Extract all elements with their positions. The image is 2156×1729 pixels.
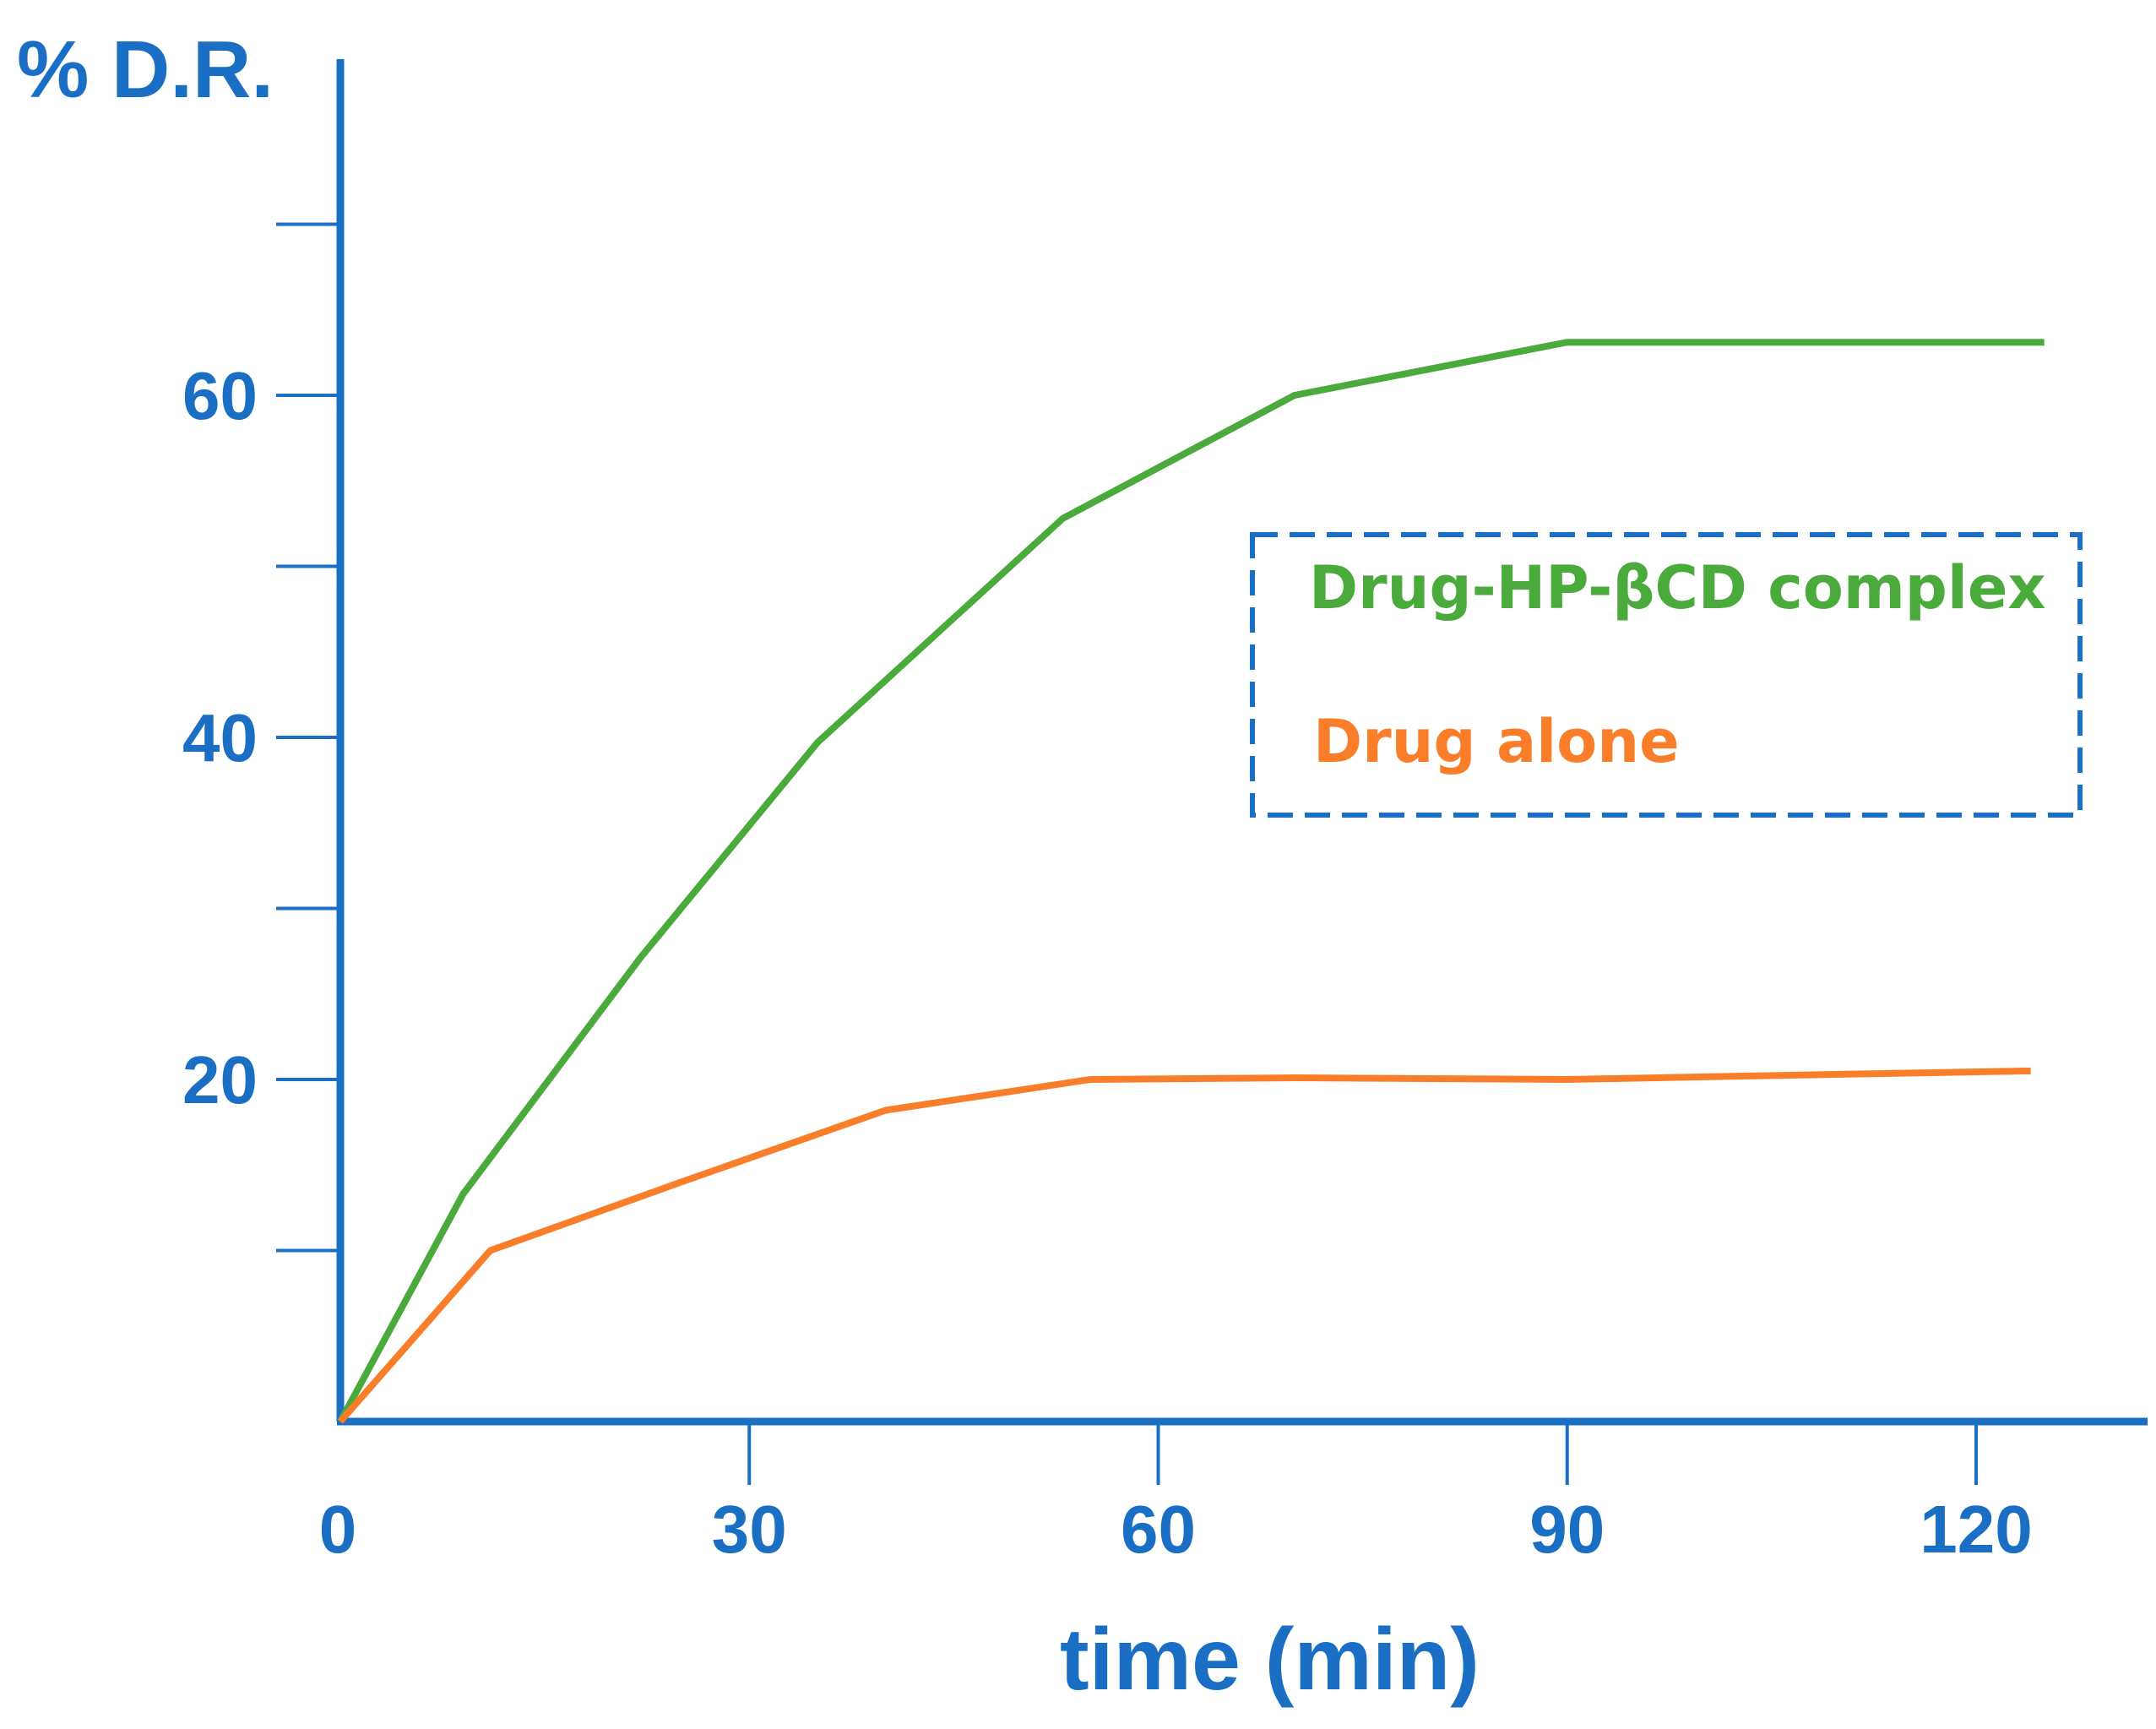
series-lines bbox=[337, 339, 2045, 1424]
y-tick-label: 20 bbox=[182, 1042, 258, 1117]
legend-entry-drug-alone: Drug alone bbox=[1313, 707, 1680, 776]
x-tick-label: 60 bbox=[1121, 1492, 1196, 1567]
x-tick-label: 90 bbox=[1529, 1492, 1605, 1567]
x-tick-label: 30 bbox=[712, 1492, 787, 1567]
x-axis-label: time (min) bbox=[1060, 1611, 1480, 1709]
x-tick-label: 120 bbox=[1920, 1492, 2032, 1567]
x-tick-label: 0 bbox=[319, 1492, 357, 1567]
y-axis-label: % D.R. bbox=[17, 24, 274, 115]
y-axis-ticks: 20 40 60 bbox=[182, 222, 338, 1253]
legend-border bbox=[1250, 532, 2083, 818]
y-tick-label: 40 bbox=[182, 700, 258, 775]
x-axis-ticks: 0 30 60 90 120 bbox=[319, 1424, 2033, 1567]
legend-entry-complex: Drug-HP-βCD complex bbox=[1309, 553, 2046, 623]
legend: Drug-HP-βCD complex Drug alone bbox=[1250, 532, 2083, 818]
series-line-drug-alone bbox=[337, 1067, 2031, 1424]
series-line-complex bbox=[337, 339, 2045, 1423]
y-tick-label: 60 bbox=[182, 358, 258, 433]
